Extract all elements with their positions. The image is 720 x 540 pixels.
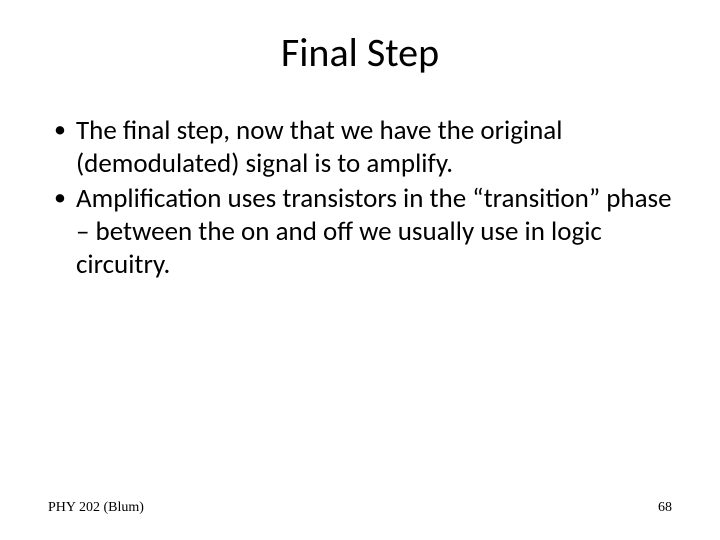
bullet-list: The final step, now that we have the ori… [48,115,672,282]
footer-left-text: PHY 202 (Blum) [48,500,144,516]
slide-container: Final Step The final step, now that we h… [0,0,720,540]
footer-page-number: 68 [658,500,672,516]
bullet-item: Amplification uses transistors in the “t… [48,183,672,282]
slide-content: The final step, now that we have the ori… [48,115,672,500]
slide-title: Final Step [48,28,672,77]
bullet-item: The final step, now that we have the ori… [48,115,672,181]
slide-footer: PHY 202 (Blum) 68 [48,500,672,516]
